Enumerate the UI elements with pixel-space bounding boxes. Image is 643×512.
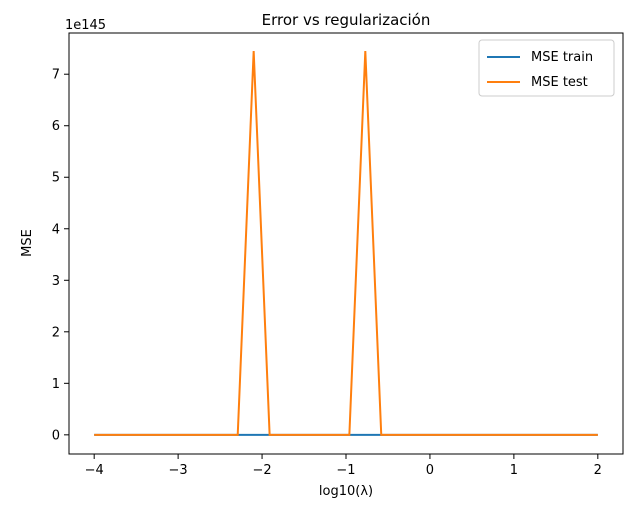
y-tick-label: 5 <box>52 171 60 186</box>
legend-label-mse-train: MSE train <box>531 50 593 65</box>
x-axis-label: log10(λ) <box>319 484 373 499</box>
legend: MSE train MSE test <box>478 39 615 97</box>
x-tick-label: 1 <box>510 463 518 478</box>
y-axis: 0 1 2 3 4 5 6 7 <box>52 68 69 443</box>
chart-title: Error vs regularización <box>262 11 431 29</box>
y-tick-label: 1 <box>52 377 60 392</box>
y-tick-label: 7 <box>52 68 60 83</box>
y-tick-label: 2 <box>52 325 60 340</box>
y-tick-label: 6 <box>52 119 60 134</box>
y-axis-label: MSE <box>20 229 35 257</box>
y-tick-label: 4 <box>52 222 60 237</box>
x-tick-label: −4 <box>85 463 104 478</box>
series-line-mse-test <box>94 50 598 436</box>
x-axis: −4 −3 −2 −1 0 1 2 <box>85 454 602 478</box>
x-tick-label: −2 <box>252 463 271 478</box>
x-tick-label: 0 <box>426 463 434 478</box>
x-tick-label: −3 <box>169 463 188 478</box>
y-tick-label: 3 <box>52 274 60 289</box>
x-tick-label: −1 <box>336 463 355 478</box>
legend-label-mse-test: MSE test <box>531 75 588 90</box>
series-layer <box>94 50 598 436</box>
y-tick-label: 0 <box>52 428 60 443</box>
x-tick-label: 2 <box>594 463 602 478</box>
y-offset-label: 1e145 <box>65 18 106 33</box>
